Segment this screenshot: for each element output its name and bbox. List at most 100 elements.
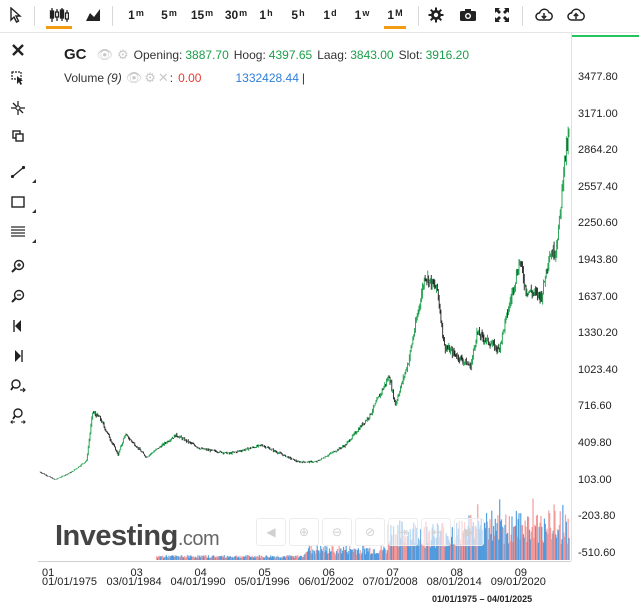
zoom-in-icon[interactable] [6, 255, 30, 277]
zoom-out-icon[interactable] [6, 285, 30, 307]
scroll-right-icon[interactable]: ▶ [454, 518, 484, 546]
volume-label: Volume [64, 71, 105, 85]
volume-bar [490, 534, 492, 560]
volume-bar [514, 526, 516, 560]
volume-bar [237, 556, 239, 560]
zoom-next-icon[interactable] [6, 375, 30, 397]
volume-bar [371, 553, 373, 560]
volume-bar [206, 556, 208, 560]
volume-bar [549, 527, 552, 560]
area-chart-icon[interactable] [80, 0, 106, 30]
cloud-upload-icon[interactable] [564, 0, 588, 30]
fullscreen-icon[interactable] [490, 0, 514, 30]
volume-bar [251, 555, 253, 560]
volume-bar [511, 516, 513, 560]
volume-bar [356, 549, 359, 560]
volume-bar [551, 533, 553, 560]
timeframe-30m-button[interactable]: 30 m [224, 8, 248, 22]
candlestick-chart-icon[interactable] [42, 0, 76, 30]
x-tick-top: 05 [258, 567, 271, 579]
zoom-previous-icon[interactable]: ⇤ [421, 518, 451, 546]
camera-icon[interactable] [456, 0, 480, 30]
volume-bar [342, 546, 345, 560]
volume-bar [205, 555, 207, 560]
x-tick-bottom: 05/01/1996 [234, 576, 290, 588]
time-axis[interactable]: 01 01/01/1975 03 03/01/1984 04 04/01/1990 05 05… [38, 561, 571, 591]
trend-line-icon[interactable] [6, 161, 36, 183]
volume-bar [268, 557, 270, 560]
volume-bar [272, 556, 274, 560]
volume-bar [376, 552, 378, 560]
gear-icon[interactable] [424, 0, 448, 30]
zoom-in-icon[interactable]: ⊕ [289, 518, 319, 546]
volume-bar [444, 546, 446, 560]
crosshair-tool-icon[interactable] [6, 97, 30, 119]
cursor-select-icon[interactable] [6, 67, 30, 89]
chart-canvas[interactable] [38, 33, 571, 561]
volume-bar [221, 556, 224, 560]
settings-small-icon[interactable]: ⚙ [117, 46, 129, 62]
volume-bar [534, 524, 536, 560]
close-icon[interactable]: ✕ [157, 70, 169, 85]
volume-bar [213, 556, 216, 560]
volume-bar [499, 521, 502, 560]
volume-bar [223, 555, 225, 560]
y-tick-label: 716.60 [578, 400, 612, 413]
volume-bar [300, 555, 303, 560]
zoom-reset-icon[interactable] [6, 405, 30, 427]
scroll-left-icon[interactable]: ◀ [256, 518, 286, 546]
volume-bar [538, 526, 540, 560]
fibonacci-tool-icon[interactable] [6, 221, 36, 243]
volume-bar [446, 535, 448, 560]
pointer-icon[interactable] [4, 0, 28, 30]
volume-bar [157, 556, 160, 560]
price-axis[interactable]: 3477.80 3171.00 2864.20 2557.40 2250.60 1943.… [571, 33, 639, 561]
scroll-right-icon[interactable] [6, 345, 30, 367]
scroll-left-icon[interactable] [6, 315, 30, 337]
volume-bar [395, 545, 397, 560]
x-tick-top: 08 [450, 567, 463, 579]
symbol-name: GC [64, 46, 87, 63]
settings-small-icon[interactable]: ⚙ [144, 70, 156, 85]
volume-bar [292, 556, 295, 560]
volume-bar [368, 548, 370, 560]
volume-bar [264, 556, 267, 560]
volume-bar [316, 545, 318, 560]
volume-bar [242, 556, 245, 560]
volume-legend: Volume (9) 👁 ⚙ ✕ : 0.00 1332428.44 | [64, 70, 305, 86]
volume-bar [459, 539, 461, 560]
timeframe-15m-button[interactable]: 15 m [190, 8, 214, 22]
volume-bar [555, 534, 557, 560]
volume-bar [402, 535, 404, 560]
close-icon[interactable] [6, 39, 30, 61]
volume-bar [504, 524, 506, 560]
volume-bar [166, 556, 168, 560]
eye-icon[interactable]: 👁 [96, 46, 114, 62]
volume-bar [466, 539, 468, 560]
volume-bar [465, 535, 467, 560]
volume-bar [421, 543, 424, 560]
zoom-out-icon[interactable]: ⊖ [322, 518, 352, 546]
eye-icon[interactable]: 👁 [125, 70, 143, 85]
volume-bar [160, 555, 162, 560]
volume-bar [445, 533, 447, 560]
zoom-reset-icon[interactable]: ⊘ [355, 518, 385, 546]
volume-bar [530, 531, 532, 560]
copy-icon[interactable] [6, 125, 30, 147]
volume-bar [170, 555, 172, 560]
cloud-download-icon[interactable] [532, 0, 556, 30]
volume-bar [448, 539, 450, 560]
volume-bar [384, 548, 386, 560]
x-tick-bottom: 06/01/2002 [298, 576, 354, 588]
price-chart[interactable] [38, 33, 571, 561]
volume-bar [310, 545, 312, 560]
zoom-next-icon[interactable]: ⇥ [388, 518, 418, 546]
rectangle-tool-icon[interactable] [6, 191, 36, 213]
